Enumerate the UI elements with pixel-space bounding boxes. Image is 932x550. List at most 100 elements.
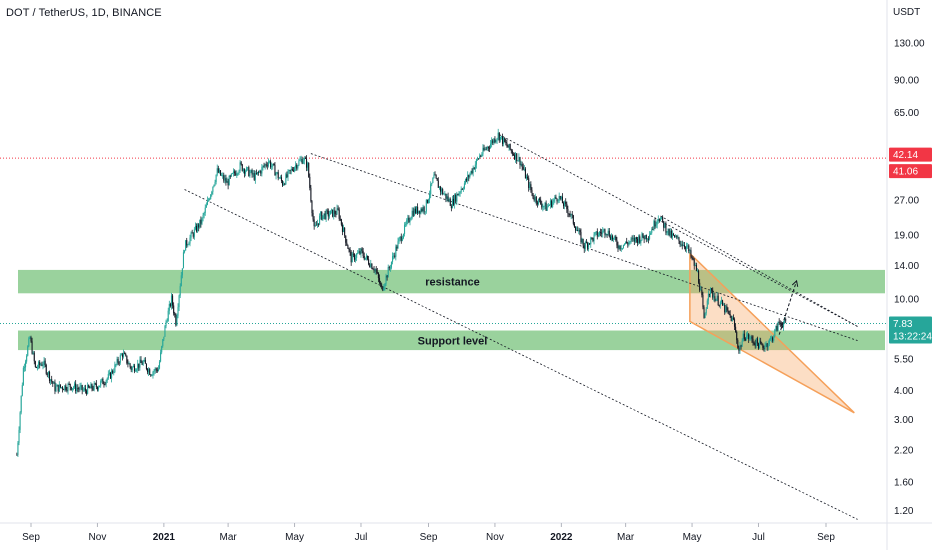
candle-body xyxy=(595,231,597,233)
price-axis[interactable]: 130.0090.0065.0037.0027.0019.0014.0010.0… xyxy=(894,39,925,518)
candle xyxy=(16,452,18,456)
candle-body xyxy=(187,244,189,246)
candle-body xyxy=(693,259,695,266)
trendline-3[interactable] xyxy=(660,215,858,327)
candle-body xyxy=(560,196,562,199)
candle xyxy=(153,368,155,376)
candle xyxy=(607,228,609,236)
candle-body xyxy=(244,171,247,174)
candle-body xyxy=(357,252,359,254)
candle xyxy=(738,345,740,354)
candle xyxy=(282,179,284,187)
candle xyxy=(618,244,620,250)
candle-body xyxy=(505,141,507,143)
candle-body xyxy=(707,293,709,301)
symbol-title[interactable]: DOT / TetherUS, 1D, BINANCE xyxy=(6,7,162,19)
candle-body xyxy=(328,214,330,217)
time-axis[interactable]: Sep Nov 2021 Mar May Jul Sep Nov 2022 Mar May Jul Se… xyxy=(22,523,835,543)
candle xyxy=(603,228,605,233)
candle-body xyxy=(730,315,732,322)
candle xyxy=(66,386,68,393)
candle-body xyxy=(19,412,21,430)
candle-body xyxy=(145,363,147,370)
candle-body xyxy=(527,176,529,179)
candle-body xyxy=(332,209,334,217)
candle-body xyxy=(759,340,761,349)
candle xyxy=(666,230,668,236)
candle-body xyxy=(767,343,769,348)
candle-body xyxy=(240,162,242,165)
candle-body xyxy=(209,199,211,200)
candle-body xyxy=(705,308,707,314)
candle xyxy=(600,228,602,237)
trendline-2[interactable] xyxy=(499,134,858,327)
candle-body xyxy=(512,154,514,156)
candle xyxy=(138,363,140,372)
candle-body xyxy=(494,138,496,143)
candle-body xyxy=(260,170,262,174)
candle xyxy=(703,305,705,319)
candle xyxy=(107,370,109,380)
candle-body xyxy=(581,238,583,243)
candle xyxy=(376,267,378,275)
candle-body xyxy=(772,337,774,341)
candle xyxy=(175,313,177,327)
candle-body xyxy=(669,230,671,236)
candle xyxy=(409,217,411,226)
candle-body xyxy=(614,236,616,238)
candle-body xyxy=(180,275,182,287)
candle xyxy=(627,241,629,248)
support-zone[interactable] xyxy=(18,330,885,351)
candle xyxy=(81,384,83,395)
falling-wedge-pattern[interactable] xyxy=(689,251,855,414)
candle-body xyxy=(748,334,750,340)
candle xyxy=(707,290,709,305)
candle-body xyxy=(450,205,452,209)
candle xyxy=(378,274,381,285)
candle-body xyxy=(383,287,385,291)
candle-body xyxy=(308,163,310,177)
candle xyxy=(99,385,101,388)
candle-body xyxy=(40,364,42,366)
candle-body xyxy=(334,210,336,214)
candle xyxy=(561,193,564,204)
candle-body xyxy=(76,387,78,392)
candle xyxy=(519,156,521,169)
candle xyxy=(680,241,682,247)
candle-body xyxy=(532,193,534,199)
candle xyxy=(91,383,93,392)
candle-body xyxy=(298,160,300,166)
candle-body xyxy=(152,371,154,376)
candle xyxy=(602,227,604,238)
candle-body xyxy=(307,163,309,168)
candle xyxy=(700,285,702,291)
candle-body xyxy=(418,210,420,214)
candle xyxy=(468,174,470,182)
candle-body xyxy=(539,198,541,200)
candle-body xyxy=(316,223,318,226)
candle-body xyxy=(227,181,229,186)
candle xyxy=(69,383,71,391)
projection-arrow[interactable] xyxy=(778,280,798,335)
candle-body xyxy=(715,299,717,302)
candle-body xyxy=(784,319,786,324)
candle xyxy=(328,210,330,219)
candle-body xyxy=(764,345,766,350)
candle xyxy=(77,384,79,393)
candle-body xyxy=(522,166,524,170)
candle xyxy=(604,228,606,239)
candle xyxy=(625,241,627,245)
candle xyxy=(117,356,119,365)
candle xyxy=(247,166,249,171)
candle-body xyxy=(473,167,475,170)
candle-body xyxy=(426,199,428,203)
candle-body xyxy=(118,362,120,364)
candle-body xyxy=(39,361,41,366)
candle-body xyxy=(632,237,634,239)
candle xyxy=(316,219,318,228)
candle-body xyxy=(182,252,185,269)
candle xyxy=(231,172,234,175)
candle xyxy=(457,193,459,196)
trendline-4[interactable] xyxy=(184,189,858,520)
